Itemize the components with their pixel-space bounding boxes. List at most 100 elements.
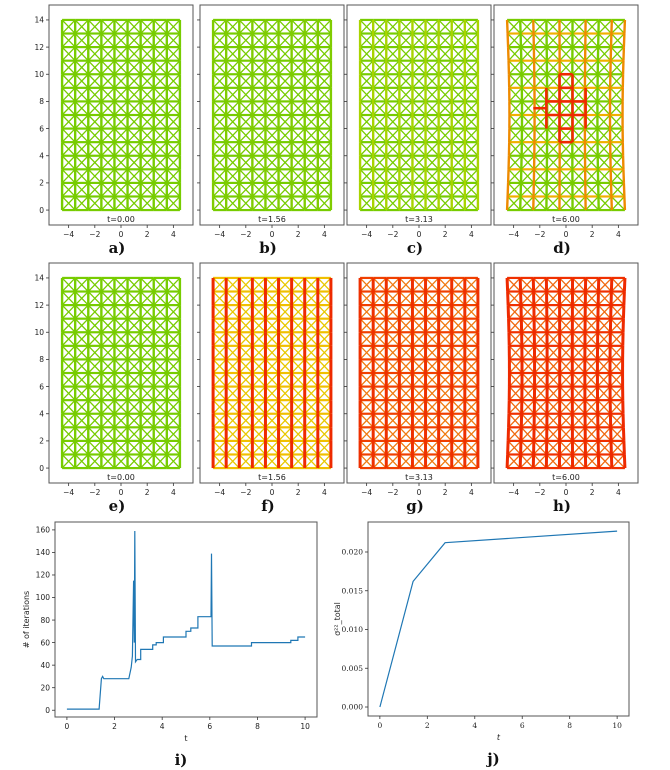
lattice-diagonal bbox=[251, 60, 266, 75]
lattice-diagonal bbox=[571, 304, 586, 320]
time-label: t=3.13 bbox=[405, 215, 433, 224]
lattice-diagonal bbox=[572, 291, 586, 306]
lattice-diagonal bbox=[546, 60, 561, 75]
lattice-diagonal bbox=[317, 413, 332, 428]
lattice-diagonal bbox=[74, 386, 89, 401]
lattice-diagonal bbox=[372, 128, 387, 143]
lattice-diagonal bbox=[113, 46, 129, 62]
lattice-diagonal bbox=[533, 454, 547, 469]
lattice-diagonal bbox=[225, 277, 240, 292]
lattice-diagonal bbox=[238, 277, 253, 292]
stress-chart: 0 2 4 6 8 10 0.000 0.005 0.010 0.015 0.020 t σ²²_tot… bbox=[333, 521, 630, 768]
lattice-diagonal bbox=[464, 277, 479, 292]
lattice-diagonal bbox=[359, 358, 374, 374]
lattice-diagonal bbox=[61, 318, 76, 333]
lattice-diagonal bbox=[153, 182, 168, 197]
lattice-diagonal bbox=[597, 87, 611, 102]
lattice-diagonal bbox=[521, 386, 535, 401]
lattice-diagonal bbox=[212, 318, 227, 333]
lattice-diagonal bbox=[558, 277, 573, 292]
x-tick-label: 0 bbox=[564, 488, 569, 497]
lattice-diagonal bbox=[278, 73, 293, 89]
lattice-diagonal bbox=[251, 291, 266, 306]
lattice-diagonal bbox=[87, 73, 102, 89]
lattice-diagonal bbox=[508, 413, 522, 428]
lattice-diagonal bbox=[61, 73, 76, 89]
lattice-diagonal bbox=[153, 155, 168, 170]
lattice-diagonal bbox=[278, 399, 293, 415]
y-tick-label: 0.010 bbox=[342, 625, 364, 634]
lattice-diagonal bbox=[100, 372, 115, 388]
lattice-diagonal bbox=[264, 454, 280, 469]
lattice-diagonal bbox=[610, 454, 626, 469]
lattice-diagonal bbox=[317, 155, 332, 170]
lattice-diagonal bbox=[546, 114, 561, 130]
lattice-diagonal bbox=[140, 168, 155, 184]
lattice-diagonal bbox=[251, 46, 266, 62]
lattice-diagonal bbox=[225, 331, 240, 347]
lattice-diagonal bbox=[451, 182, 466, 197]
lattice-diagonal bbox=[140, 386, 155, 401]
lattice-diagonal bbox=[359, 345, 374, 360]
x-tick-label: 0 bbox=[564, 230, 569, 239]
lattice-diagonal bbox=[385, 291, 400, 306]
lattice-diagonal bbox=[425, 60, 440, 75]
lattice-diagonal bbox=[411, 128, 427, 143]
lattice-diagonal bbox=[546, 168, 561, 184]
lattice-diagonal bbox=[166, 399, 181, 415]
lattice-diagonal bbox=[61, 331, 76, 347]
lattice-diagonal bbox=[451, 291, 466, 306]
lattice-diagonal bbox=[451, 331, 466, 347]
lattice-diagonal bbox=[166, 277, 181, 292]
lattice-diagonal bbox=[74, 100, 89, 116]
lattice-diagonal bbox=[610, 440, 625, 455]
lattice-diagonal bbox=[609, 399, 624, 415]
lattice-diagonal bbox=[251, 128, 266, 143]
lattice-diagonal bbox=[609, 73, 624, 89]
lattice-diagonal bbox=[584, 155, 599, 170]
lattice-diagonal bbox=[411, 413, 427, 428]
lattice-diagonal bbox=[359, 440, 374, 455]
lattice-diagonal bbox=[411, 87, 427, 102]
lattice-diagonal bbox=[264, 100, 280, 116]
lattice-diagonal bbox=[87, 358, 102, 374]
lattice-diagonal bbox=[238, 440, 253, 455]
lattice-diagonal bbox=[61, 33, 76, 48]
lattice-diagonal bbox=[87, 454, 102, 469]
lattice-diagonal bbox=[251, 100, 266, 116]
lattice-diagonal bbox=[372, 100, 387, 116]
lattice-diagonal bbox=[585, 277, 599, 292]
lattice-diagonal bbox=[278, 168, 293, 184]
lattice-diagonal bbox=[317, 46, 332, 62]
lattice-diagonal bbox=[584, 73, 599, 89]
lattice-panel: −4 −2 0 2 4 0 2 4 6 8 10 12 14 t=0.00 a) bbox=[34, 4, 194, 257]
lattice-diagonal bbox=[61, 304, 76, 320]
lattice-diagonal bbox=[584, 426, 599, 442]
lattice-diagonal bbox=[571, 182, 586, 197]
y-tick-label: 14 bbox=[34, 274, 44, 283]
y-tick-label: 0 bbox=[39, 464, 44, 473]
time-label: t=6.00 bbox=[552, 473, 580, 482]
lattice-diagonal bbox=[451, 304, 466, 320]
lattice-diagonal bbox=[385, 182, 400, 197]
lattice-diagonal bbox=[385, 141, 400, 157]
lattice-diagonal bbox=[533, 87, 548, 102]
lattice-vertical-bar bbox=[622, 454, 627, 469]
lattice-diagonal bbox=[61, 372, 76, 388]
lattice-diagonal bbox=[597, 318, 611, 333]
lattice-diagonal bbox=[127, 73, 142, 89]
lattice-diagonal bbox=[212, 155, 227, 170]
lattice-diagonal bbox=[74, 182, 89, 197]
lattice-diagonal bbox=[212, 182, 227, 197]
lattice-diagonal bbox=[113, 60, 129, 75]
lattice-diagonal bbox=[464, 60, 479, 75]
lattice-diagonal bbox=[385, 19, 400, 34]
lattice-diagonal bbox=[212, 141, 227, 157]
lattice-diagonal bbox=[304, 426, 319, 442]
lattice-diagonal bbox=[140, 114, 155, 130]
lattice-diagonal bbox=[451, 399, 466, 415]
lattice-diagonal bbox=[451, 318, 466, 333]
lattice-diagonal bbox=[87, 318, 102, 333]
lattice-diagonal bbox=[225, 128, 240, 143]
